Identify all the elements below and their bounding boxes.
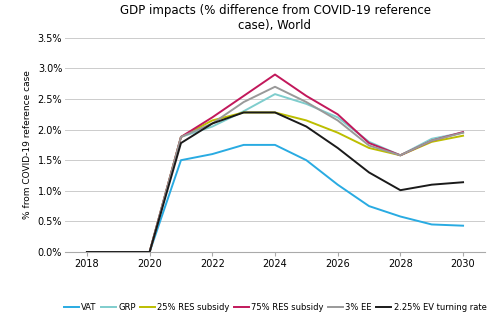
GRP bbox=[272, 92, 278, 96]
VAT bbox=[334, 183, 340, 186]
2.25% EV turning rate bbox=[272, 111, 278, 114]
25% RES subsidy bbox=[398, 153, 404, 157]
25% RES subsidy bbox=[84, 250, 90, 254]
25% RES subsidy bbox=[366, 146, 372, 150]
3% EE bbox=[272, 85, 278, 89]
3% EE bbox=[84, 250, 90, 254]
3% EE bbox=[428, 139, 434, 142]
2.25% EV turning rate bbox=[304, 125, 310, 129]
3% EE bbox=[304, 100, 310, 104]
75% RES subsidy bbox=[272, 73, 278, 77]
VAT bbox=[116, 250, 121, 254]
Line: 2.25% EV turning rate: 2.25% EV turning rate bbox=[87, 112, 463, 252]
GRP bbox=[116, 250, 121, 254]
GRP bbox=[428, 137, 434, 141]
75% RES subsidy bbox=[366, 141, 372, 145]
GRP bbox=[366, 140, 372, 144]
GRP bbox=[240, 109, 246, 113]
Line: 3% EE: 3% EE bbox=[87, 87, 463, 252]
3% EE bbox=[116, 250, 121, 254]
GRP bbox=[210, 125, 216, 129]
2.25% EV turning rate bbox=[210, 122, 216, 125]
3% EE bbox=[398, 153, 404, 157]
3% EE bbox=[334, 118, 340, 122]
75% RES subsidy bbox=[210, 116, 216, 119]
VAT bbox=[460, 224, 466, 227]
VAT bbox=[178, 158, 184, 162]
25% RES subsidy bbox=[272, 111, 278, 114]
75% RES subsidy bbox=[398, 153, 404, 157]
GRP bbox=[146, 250, 152, 254]
25% RES subsidy bbox=[116, 250, 121, 254]
75% RES subsidy bbox=[334, 112, 340, 116]
2.25% EV turning rate bbox=[460, 180, 466, 184]
25% RES subsidy bbox=[334, 131, 340, 135]
75% RES subsidy bbox=[240, 94, 246, 98]
VAT bbox=[428, 223, 434, 226]
75% RES subsidy bbox=[116, 250, 121, 254]
GRP bbox=[84, 250, 90, 254]
GRP bbox=[178, 135, 184, 139]
GRP bbox=[334, 116, 340, 119]
2.25% EV turning rate bbox=[146, 250, 152, 254]
3% EE bbox=[146, 250, 152, 254]
VAT bbox=[210, 152, 216, 156]
75% RES subsidy bbox=[146, 250, 152, 254]
2.25% EV turning rate bbox=[334, 146, 340, 150]
GRP bbox=[304, 102, 310, 106]
25% RES subsidy bbox=[210, 118, 216, 122]
75% RES subsidy bbox=[84, 250, 90, 254]
Line: 25% RES subsidy: 25% RES subsidy bbox=[87, 112, 463, 252]
Line: 75% RES subsidy: 75% RES subsidy bbox=[87, 75, 463, 252]
Title: GDP impacts (% difference from COVID-19 reference
case), World: GDP impacts (% difference from COVID-19 … bbox=[120, 4, 430, 32]
VAT bbox=[304, 158, 310, 162]
VAT bbox=[272, 143, 278, 147]
3% EE bbox=[366, 144, 372, 147]
Line: GRP: GRP bbox=[87, 94, 463, 252]
75% RES subsidy bbox=[428, 139, 434, 142]
25% RES subsidy bbox=[460, 134, 466, 138]
2.25% EV turning rate bbox=[366, 170, 372, 174]
75% RES subsidy bbox=[460, 130, 466, 134]
75% RES subsidy bbox=[178, 135, 184, 139]
2.25% EV turning rate bbox=[240, 111, 246, 114]
25% RES subsidy bbox=[428, 140, 434, 144]
VAT bbox=[146, 250, 152, 254]
Y-axis label: % from COVID-19 reference case: % from COVID-19 reference case bbox=[23, 71, 32, 219]
3% EE bbox=[210, 122, 216, 125]
VAT bbox=[366, 204, 372, 208]
2.25% EV turning rate bbox=[84, 250, 90, 254]
2.25% EV turning rate bbox=[428, 183, 434, 186]
25% RES subsidy bbox=[240, 111, 246, 114]
25% RES subsidy bbox=[146, 250, 152, 254]
2.25% EV turning rate bbox=[116, 250, 121, 254]
GRP bbox=[398, 153, 404, 157]
2.25% EV turning rate bbox=[398, 188, 404, 192]
VAT bbox=[398, 215, 404, 218]
VAT bbox=[84, 250, 90, 254]
GRP bbox=[460, 131, 466, 135]
3% EE bbox=[460, 131, 466, 135]
75% RES subsidy bbox=[304, 94, 310, 98]
3% EE bbox=[178, 135, 184, 139]
2.25% EV turning rate bbox=[178, 141, 184, 145]
25% RES subsidy bbox=[304, 118, 310, 122]
25% RES subsidy bbox=[178, 135, 184, 139]
VAT bbox=[240, 143, 246, 147]
3% EE bbox=[240, 100, 246, 104]
Line: VAT: VAT bbox=[87, 145, 463, 252]
Legend: VAT, GRP, 25% RES subsidy, 75% RES subsidy, 3% EE, 2.25% EV turning rate: VAT, GRP, 25% RES subsidy, 75% RES subsi… bbox=[64, 303, 486, 312]
